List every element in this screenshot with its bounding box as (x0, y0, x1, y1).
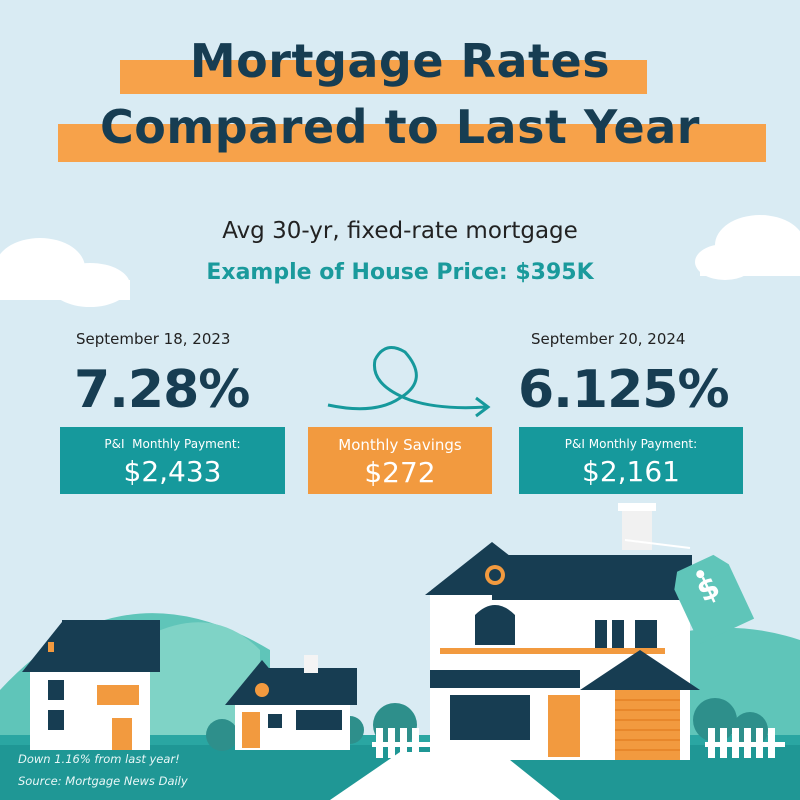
last-year-date: September 18, 2023 (76, 330, 231, 348)
cloud-icon (695, 215, 800, 280)
this-year-payment-box: P&I Monthly Payment: $2,161 (519, 427, 743, 494)
source-footnote: Source: Mortgage News Daily (18, 774, 188, 788)
change-footnote: Down 1.16% from last year! (18, 752, 180, 766)
title-block: Mortgage Rates Compared to Last Year (0, 28, 800, 162)
monthly-savings-value: $272 (364, 456, 436, 489)
last-year-payment-value: $2,433 (123, 455, 222, 488)
arrow-loop-icon (327, 346, 491, 418)
monthly-savings-box: Monthly Savings $272 (308, 427, 492, 494)
house-icon (22, 620, 160, 750)
this-year-payment-value: $2,161 (582, 455, 680, 488)
monthly-savings-label: Monthly Savings (338, 436, 462, 454)
cloud-icon (0, 238, 130, 307)
price-tag-icon (624, 539, 755, 644)
last-year-payment-box: P&I Monthly Payment: $2,433 (60, 427, 285, 494)
this-year-payment-label: P&I Monthly Payment: (564, 437, 698, 451)
last-year-payment-label: P&I Monthly Payment: (104, 437, 241, 451)
subtitle: Avg 30-yr, fixed-rate mortgage (222, 218, 578, 244)
this-year-rate: 6.125% (518, 360, 730, 420)
this-year-date: September 20, 2024 (531, 330, 686, 348)
house-icon (225, 655, 357, 750)
house-price-example: Example of House Price: $395K (206, 260, 594, 285)
house-icon (425, 503, 700, 760)
title-line-1: Mortgage Rates (189, 34, 611, 88)
title-line-2: Compared to Last Year (100, 100, 700, 154)
last-year-rate: 7.28% (74, 360, 250, 420)
